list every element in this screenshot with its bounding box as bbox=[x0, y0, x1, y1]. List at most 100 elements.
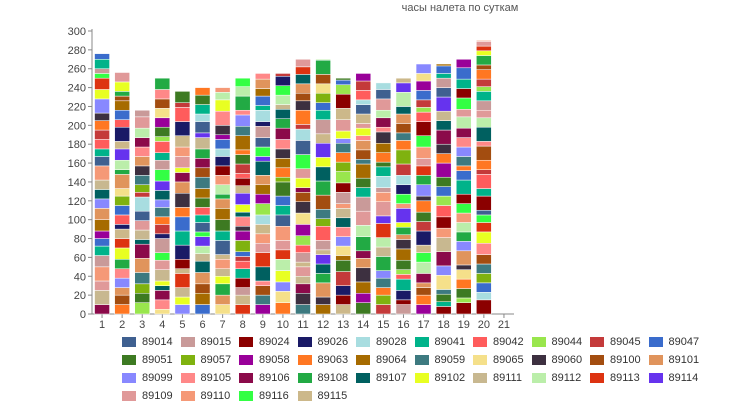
bar-segment bbox=[435, 306, 452, 315]
bar-segment bbox=[234, 268, 251, 279]
bar-segment bbox=[415, 165, 432, 176]
bar-segment bbox=[415, 90, 432, 101]
bar-segment bbox=[415, 63, 432, 74]
bar-segment bbox=[295, 128, 311, 141]
bar-segment bbox=[295, 83, 311, 94]
bar-segment bbox=[234, 251, 251, 257]
bar-segment bbox=[415, 200, 432, 213]
y-tick-label: 20 bbox=[74, 290, 86, 302]
legend-label: 89044 bbox=[551, 336, 583, 349]
legend-label: 89063 bbox=[317, 354, 349, 367]
bar-segment bbox=[174, 230, 191, 246]
bar-segment bbox=[375, 215, 392, 224]
legend-swatch bbox=[356, 373, 370, 384]
bar-segment bbox=[174, 193, 191, 208]
legend-swatch bbox=[473, 373, 487, 384]
bar-segment bbox=[335, 259, 351, 272]
bar-segment bbox=[395, 234, 412, 240]
y-tick-label: 0 bbox=[80, 309, 86, 321]
bar-segment bbox=[234, 211, 251, 218]
bar-segment bbox=[134, 184, 150, 193]
bar-segment bbox=[154, 141, 171, 153]
bar-segment bbox=[154, 159, 171, 170]
bar-segment bbox=[456, 288, 472, 299]
legend-item: 89101 bbox=[648, 354, 699, 368]
bar-segment bbox=[234, 86, 251, 97]
bar-segment bbox=[355, 104, 372, 115]
bar-segment bbox=[295, 261, 311, 268]
bar-segment bbox=[456, 269, 472, 280]
bar-segment bbox=[275, 76, 291, 86]
bar-segment bbox=[435, 176, 452, 187]
legend-item: 89107 bbox=[356, 372, 407, 386]
x-tick-label: 11 bbox=[297, 319, 308, 330]
bar-segment bbox=[94, 59, 110, 69]
bar-segment bbox=[435, 205, 452, 218]
bar-segment bbox=[476, 109, 492, 119]
bar-segment bbox=[214, 304, 231, 315]
bar-segment bbox=[375, 131, 392, 144]
bar-segment bbox=[456, 88, 472, 99]
bar-segment bbox=[94, 139, 110, 150]
bar-segment bbox=[194, 121, 211, 134]
bar-segment bbox=[255, 214, 271, 225]
bar-segment bbox=[154, 285, 171, 291]
legend-swatch bbox=[648, 337, 663, 348]
bar-segment bbox=[335, 77, 351, 81]
bar-segment bbox=[415, 230, 432, 246]
bar-segment bbox=[476, 209, 492, 216]
bar-segment bbox=[435, 301, 452, 307]
bar-segment bbox=[174, 167, 191, 173]
bar-segment bbox=[295, 201, 311, 214]
bar-segment bbox=[154, 299, 171, 310]
bar-segment bbox=[275, 302, 291, 315]
bar-segment bbox=[456, 203, 472, 214]
bar-segment bbox=[174, 181, 191, 194]
bar-segment bbox=[154, 290, 171, 301]
bar-segment bbox=[275, 118, 291, 129]
bar-segment bbox=[234, 114, 251, 127]
y-tick-label: 300 bbox=[68, 26, 86, 38]
bar-segment bbox=[194, 113, 211, 122]
bar-segment bbox=[94, 53, 110, 60]
bar-segment bbox=[355, 250, 372, 259]
bar-segment bbox=[214, 139, 231, 150]
bar-segment bbox=[174, 135, 191, 148]
bar-segment bbox=[174, 146, 191, 157]
bar-segment bbox=[415, 111, 432, 122]
legend-swatch bbox=[531, 355, 546, 366]
bar-segment bbox=[295, 93, 311, 102]
y-tick-label: 240 bbox=[68, 83, 86, 95]
legend-swatch bbox=[180, 355, 195, 366]
legend-label: 89100 bbox=[610, 354, 641, 367]
legend-label: 89045 bbox=[610, 336, 641, 349]
legend-label: 89041 bbox=[434, 336, 466, 349]
bar-segment bbox=[194, 158, 211, 169]
legend-item: 89041 bbox=[414, 336, 466, 350]
bar-segment bbox=[435, 96, 452, 112]
bar-segment bbox=[194, 214, 211, 223]
bar-segment bbox=[134, 292, 150, 303]
bar-segment bbox=[114, 214, 130, 225]
bar-segment bbox=[295, 192, 311, 202]
bar-segment bbox=[255, 294, 271, 305]
x-tick-label: 15 bbox=[377, 319, 389, 330]
bar-segment bbox=[295, 292, 311, 305]
bar-segment bbox=[255, 304, 271, 315]
x-tick-label: 14 bbox=[357, 319, 369, 330]
legend-label: 89065 bbox=[493, 354, 524, 367]
bar-segment bbox=[154, 117, 171, 128]
bar-segment bbox=[295, 140, 311, 155]
legend-label: 89107 bbox=[376, 372, 407, 385]
bar-segment bbox=[355, 80, 372, 91]
legend-label: 89051 bbox=[142, 354, 173, 367]
legend-swatch bbox=[414, 373, 429, 384]
x-tick-label: 6 bbox=[199, 319, 205, 330]
bar-segment bbox=[415, 146, 432, 159]
legend-swatch bbox=[356, 337, 370, 348]
bar-segment bbox=[435, 63, 452, 67]
bar-segment bbox=[94, 77, 110, 90]
legend-label: 89064 bbox=[376, 354, 407, 367]
bar-segment bbox=[395, 77, 412, 84]
bar-segment bbox=[295, 168, 311, 179]
